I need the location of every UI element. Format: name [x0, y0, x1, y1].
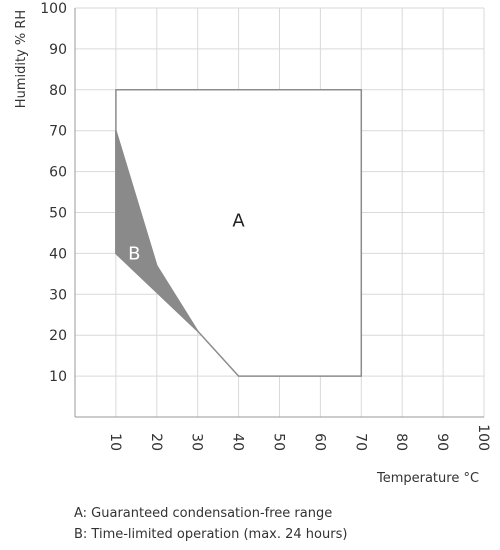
x-axis-title: Temperature °C	[376, 471, 479, 486]
x-tick-label-50: 50	[271, 433, 287, 451]
x-tick-label-20: 20	[148, 433, 164, 451]
y-tick-label-20: 20	[49, 328, 67, 344]
y-axis-title: Humidity % RH	[14, 10, 29, 108]
x-tick-label-80: 80	[393, 433, 409, 451]
operating-regions	[115, 89, 363, 377]
region-label-a: A	[232, 211, 245, 232]
y-tick-label-50: 50	[49, 206, 67, 222]
y-tick-label-100: 100	[40, 1, 67, 17]
x-tick-label-90: 90	[434, 433, 450, 451]
x-tick-label-100: 100	[475, 424, 491, 451]
x-tick-label-40: 40	[230, 433, 246, 451]
y-tick-label-70: 70	[49, 124, 67, 140]
region-b	[115, 129, 199, 332]
y-tick-label-10: 10	[49, 369, 67, 385]
tick-labels: 10 20 30 40 50 60 70 80 90 100 10 20 30 40 50 60 70 80 90 1…	[40, 1, 491, 451]
x-tick-label-60: 60	[311, 433, 327, 451]
y-tick-label-40: 40	[49, 246, 67, 262]
region-label-b: B	[128, 243, 140, 264]
y-tick-label-60: 60	[49, 165, 67, 181]
y-tick-label-90: 90	[49, 42, 67, 58]
x-tick-label-70: 70	[352, 433, 368, 451]
axes	[74, 8, 484, 418]
x-tick-label-10: 10	[107, 433, 123, 451]
region-a	[115, 89, 363, 377]
x-tick-label-30: 30	[189, 433, 205, 451]
legend-region-a: A: Guaranteed condensation-free range	[74, 506, 333, 521]
legend-region-b: B: Time-limited operation (max. 24 hours…	[74, 527, 348, 542]
y-tick-label-80: 80	[49, 83, 67, 99]
y-tick-label-30: 30	[49, 287, 67, 303]
